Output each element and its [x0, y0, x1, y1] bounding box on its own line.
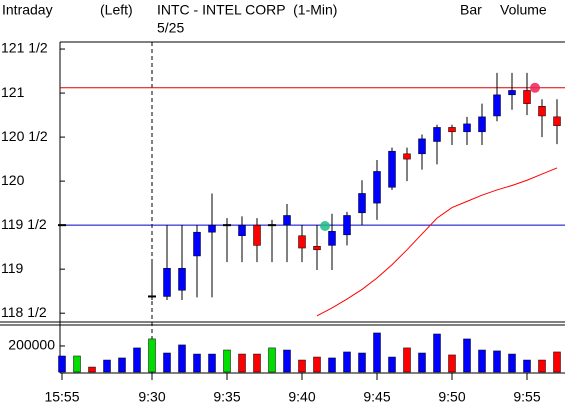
volume-bar [223, 349, 231, 373]
candle-body [418, 138, 426, 155]
volume-bar [373, 332, 381, 373]
y-tick-label: 121 [1, 84, 25, 100]
volume-bar [118, 357, 126, 373]
candle-body [403, 153, 411, 160]
candle-body [238, 224, 246, 236]
candle-body [448, 127, 456, 133]
mode-label: Intraday [2, 2, 53, 18]
volume-bar [253, 353, 261, 373]
volume-bar [313, 356, 321, 373]
volume-bar [133, 347, 141, 373]
x-tick-label: 15:55 [44, 389, 79, 405]
candle-body [163, 268, 171, 297]
y-tick-label: 120 [1, 172, 25, 188]
volume-bar [508, 353, 516, 373]
volume-bar [178, 344, 186, 373]
x-tick-label: 9:50 [438, 389, 465, 405]
volume-bar [238, 353, 246, 373]
candle-body [463, 123, 471, 133]
candle-body [523, 90, 531, 104]
volume-bar [343, 351, 351, 373]
candle-body [208, 224, 216, 233]
style-label: Bar [460, 2, 482, 18]
candle-body [478, 116, 486, 133]
x-tick-label: 9:45 [363, 389, 390, 405]
x-tick-label: 9:55 [513, 389, 540, 405]
volume-bar [58, 355, 66, 373]
volume-bar [433, 333, 441, 373]
volume-tick-label: 200000 [8, 337, 55, 353]
volume-bar [448, 354, 456, 373]
candle-body [193, 231, 201, 257]
study-label: Volume [500, 2, 547, 18]
y-tick-label: 119 [1, 260, 24, 276]
volume-bar [523, 359, 531, 373]
volume-bar [328, 357, 336, 373]
scale-label: (Left) [100, 2, 133, 18]
y-tick-label: 118 1/2 [1, 304, 47, 320]
moving-average [316, 167, 558, 317]
marker [530, 82, 540, 93]
volume-bar [103, 359, 111, 373]
volume-bar [268, 347, 276, 373]
candle-body [313, 246, 321, 251]
candle-body [433, 127, 441, 142]
marker [320, 221, 330, 232]
y-tick-label: 120 1/2 [1, 128, 48, 144]
candle-body [178, 268, 186, 291]
candle-body [388, 150, 396, 188]
candle-body [358, 193, 366, 214]
y-tick-label: 119 1/2 [1, 216, 47, 232]
candle-body [298, 235, 306, 249]
candle-body [253, 224, 261, 246]
candle-body [553, 116, 561, 126]
chart-title: INTC - INTEL CORP (1-Min) [157, 2, 337, 18]
volume-bar [73, 355, 81, 373]
volume-bar [493, 350, 501, 373]
candle-body [493, 94, 501, 117]
volume-bar [418, 352, 426, 373]
candle-body [328, 231, 336, 246]
candle-body [508, 90, 516, 96]
chart-date: 5/25 [157, 20, 184, 36]
candle-body [283, 215, 291, 226]
volume-bar [388, 356, 396, 373]
volume-bar [88, 366, 96, 373]
candle-body [343, 215, 351, 236]
candle-body [373, 171, 381, 204]
volume-bar [553, 351, 561, 373]
y-tick-label: 121 1/2 [1, 40, 48, 56]
volume-bar [298, 359, 306, 373]
x-tick-label: 9:35 [213, 389, 240, 405]
volume-bar [283, 349, 291, 373]
volume-bar [463, 338, 471, 373]
x-tick-label: 9:30 [138, 389, 165, 405]
volume-bar [163, 352, 171, 373]
volume-bar [538, 359, 546, 373]
candle-body [538, 106, 546, 117]
volume-bar [208, 353, 216, 373]
volume-bar [148, 338, 156, 373]
volume-bar [193, 353, 201, 373]
x-tick-label: 9:40 [288, 389, 315, 405]
volume-bar [358, 352, 366, 373]
volume-bar [403, 347, 411, 373]
volume-bar [478, 349, 486, 373]
